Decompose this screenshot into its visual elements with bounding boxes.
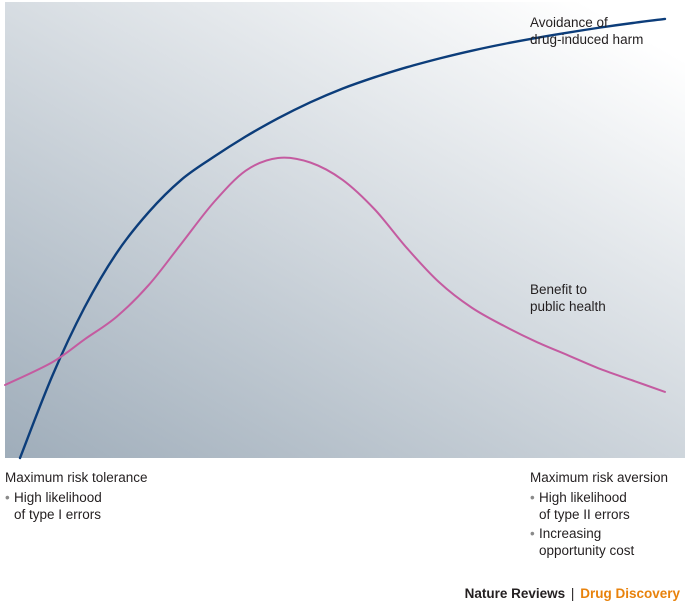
x-axis-right-note-1: • High likelihood of type II errors — [530, 489, 680, 523]
x-axis-right-note-2-text: Increasing opportunity cost — [539, 526, 635, 558]
series-label-avoidance-line1: Avoidance of — [530, 15, 608, 30]
x-axis-left-note: • High likelihood of type I errors — [5, 489, 245, 523]
x-axis-left-note-text: High likelihood of type I errors — [14, 490, 102, 522]
publication-credit: Nature Reviews | Drug Discovery — [465, 586, 680, 601]
x-axis-right-annotation: Maximum risk aversion • High likelihood … — [530, 469, 680, 559]
series-label-avoidance-line2: drug-induced harm — [530, 32, 644, 47]
bullet-dot: • — [530, 490, 535, 505]
series-label-avoidance: Avoidance of drug-induced harm — [530, 14, 643, 48]
series-layer — [4, 17, 667, 460]
plot-background — [5, 2, 685, 458]
x-axis-left-label: Maximum risk tolerance — [5, 470, 148, 485]
x-axis-right-note-1-text: High likelihood of type II errors — [539, 490, 630, 522]
series-line-avoidance-of-harm — [18, 17, 667, 460]
series-label-benefit: Benefit to public health — [530, 281, 606, 315]
bullet-dot: • — [530, 526, 535, 541]
series-line-benefit-to-public-health — [4, 156, 666, 393]
credit-journal: Nature Reviews — [464, 586, 566, 601]
credit-subject: Drug Discovery — [580, 586, 680, 601]
x-axis-right-label: Maximum risk aversion — [530, 470, 669, 485]
series-label-benefit-line2: public health — [530, 299, 606, 314]
risk-benefit-chart — [4, 2, 685, 460]
x-axis-right-note-2: • Increasing opportunity cost — [530, 525, 680, 559]
credit-separator: | — [570, 586, 575, 601]
bullet-dot: • — [5, 490, 10, 505]
x-axis-left-annotation: Maximum risk tolerance • High likelihood… — [5, 469, 245, 523]
series-label-benefit-line1: Benefit to — [530, 282, 588, 297]
